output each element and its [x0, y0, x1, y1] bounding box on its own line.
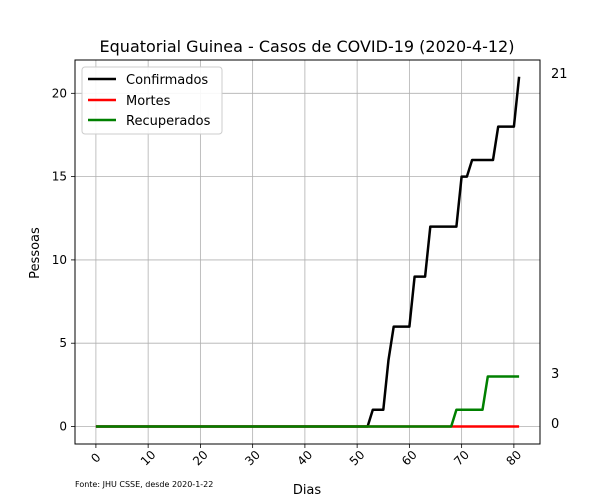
series-lines	[95, 76, 521, 428]
legend-label-mortes: Mortes	[126, 94, 171, 109]
x-tick-label: 80	[504, 448, 525, 469]
y-tick-label: 0	[59, 420, 67, 434]
series-line-confirmados	[95, 76, 521, 428]
x-tick-label: 60	[399, 448, 420, 469]
x-tick-label: 50	[347, 448, 368, 469]
y-tick-label: 15	[52, 170, 67, 184]
series-line-recuperados	[95, 375, 520, 428]
y-tick-label: 5	[59, 336, 67, 350]
x-axis-ticks: 0 10 20 30 40 50 60 70 80	[88, 444, 524, 468]
legend-label-confirmados: Confirmados	[126, 73, 208, 88]
y-tick-label: 20	[52, 86, 67, 100]
y-axis-label: Pessoas	[28, 227, 43, 279]
y-tick-label: 10	[52, 253, 67, 267]
source-note: Fonte: JHU CSSE, desde 2020-1-22	[75, 480, 213, 489]
x-tick-label: 20	[190, 448, 211, 469]
legend-box	[81, 66, 223, 135]
end-label-recuperados: 3	[551, 367, 559, 382]
end-label-confirmados: 21	[551, 67, 568, 82]
x-tick-label: 40	[295, 448, 316, 469]
x-tick-label: 70	[451, 448, 472, 469]
x-axis-label: Dias	[293, 483, 322, 498]
legend: Confirmados Mortes Recuperados	[81, 66, 223, 135]
legend-label-recuperados: Recuperados	[126, 114, 211, 129]
x-tick-label: 10	[138, 448, 159, 469]
y-axis-ticks: 0 5 10 15 20	[52, 86, 75, 434]
end-label-mortes: 0	[551, 417, 559, 432]
x-tick-label: 30	[242, 448, 263, 469]
x-tick-label: 0	[88, 450, 103, 465]
plot-frame	[74, 59, 541, 445]
chart-title: Equatorial Guinea - Casos de COVID-19 (2…	[100, 37, 515, 56]
